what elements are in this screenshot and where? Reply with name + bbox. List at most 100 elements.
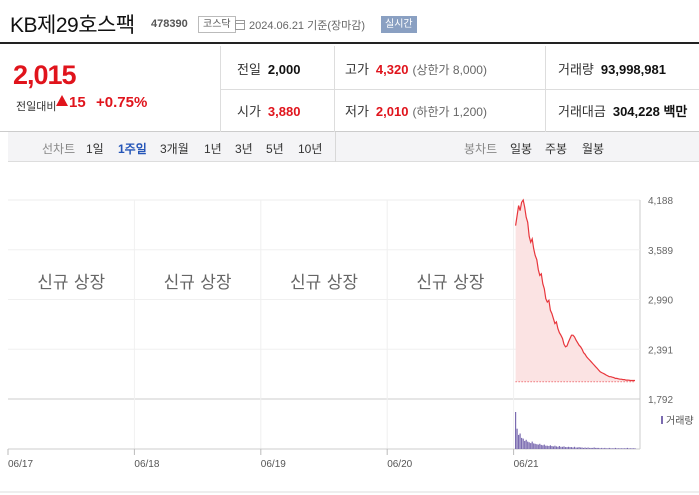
volume-bar <box>528 442 530 449</box>
volume-bar <box>542 445 544 449</box>
as-of-date: 2024.06.21 기준(장마감) <box>249 20 366 32</box>
volume-legend-swatch <box>661 416 663 424</box>
prev-close-stat: 전일 2,000 <box>237 59 300 78</box>
volume-bar <box>602 448 604 449</box>
price-chart[interactable]: 4,188 3,589 2,990 2,391 1,792 신규 상장 신규 상장 신규 상장… <box>0 190 699 495</box>
volume-bar <box>549 445 551 449</box>
x-tick-label: 06/20 <box>387 459 412 470</box>
volume-bar <box>527 441 529 449</box>
prev-close-label: 전일 <box>237 62 261 77</box>
volume-bar <box>583 447 585 449</box>
candle-monthly[interactable]: 월봉 <box>582 142 605 156</box>
volume-bar <box>622 448 624 449</box>
volume-bar <box>558 446 560 449</box>
volume-bar <box>530 443 532 449</box>
volume-stat: 거래량 93,998,981 <box>558 59 666 78</box>
low-label: 저가 <box>345 104 369 119</box>
current-price: 2,015 <box>13 60 77 90</box>
period-1y[interactable]: 1년 <box>204 142 222 156</box>
divider <box>335 132 336 162</box>
high-label: 고가 <box>345 62 369 77</box>
volume-bar <box>634 448 636 449</box>
high-value: 4,320 <box>375 62 409 77</box>
volume-bar <box>570 447 573 449</box>
period-1w[interactable]: 1주일 <box>118 142 147 156</box>
y-tick-label: 3,589 <box>648 246 673 257</box>
period-3m[interactable]: 3개월 <box>160 142 189 156</box>
y-tick-label: 1,792 <box>648 395 673 406</box>
open-stat: 시가 3,880 <box>237 101 300 120</box>
volume-bar <box>619 448 621 449</box>
period-1d[interactable]: 1일 <box>86 142 104 156</box>
candle-weekly[interactable]: 주봉 <box>545 142 568 156</box>
volume-bar <box>519 433 521 449</box>
volume-bar <box>572 447 574 449</box>
volume-bar <box>569 447 571 449</box>
volume-bar <box>518 434 520 449</box>
amount-value: 304,228 백만 <box>612 104 688 119</box>
new-listing-label: 신규 상장 <box>164 273 232 293</box>
volume-bar <box>516 428 518 450</box>
volume-bar <box>524 440 526 449</box>
volume-bar <box>595 447 597 449</box>
volume-bar <box>587 447 589 449</box>
volume-bar <box>632 448 635 449</box>
open-value: 3,880 <box>267 104 301 119</box>
volume-bar <box>598 447 600 449</box>
volume-bar <box>617 448 619 449</box>
low-value: 2,010 <box>375 104 409 119</box>
volume-bar <box>563 446 565 449</box>
period-10y[interactable]: 10년 <box>298 142 323 156</box>
realtime-button[interactable]: 실시간 <box>381 16 417 33</box>
period-3y[interactable]: 3년 <box>235 142 253 156</box>
market-badge: 코스닥 <box>198 16 236 33</box>
volume-bar <box>539 443 541 449</box>
volume-bar <box>561 446 564 449</box>
volume-bar <box>611 448 613 449</box>
x-tick-label: 06/21 <box>514 459 539 470</box>
volume-bar <box>564 447 567 449</box>
volume-bar <box>592 447 594 449</box>
period-5y[interactable]: 5년 <box>266 142 284 156</box>
volume-bar <box>629 448 632 449</box>
volume-bar <box>525 439 527 450</box>
volume-bar <box>578 447 580 449</box>
divider <box>220 89 699 90</box>
x-tick-label: 06/19 <box>261 459 286 470</box>
volume-bar <box>551 446 553 449</box>
volume-bar <box>534 443 536 449</box>
price-line <box>515 198 635 382</box>
volume-bar <box>533 443 535 449</box>
volume-bar <box>614 447 616 449</box>
y-tick-label: 2,990 <box>648 296 673 307</box>
line-chart-label: 선차트 <box>42 142 76 156</box>
volume-bar <box>575 447 577 449</box>
volume-bar <box>601 447 603 449</box>
stock-name: KB제29호스팩 <box>10 14 135 37</box>
volume-bar <box>599 448 601 449</box>
volume-bar <box>604 447 606 449</box>
prev-close-value: 2,000 <box>267 62 301 77</box>
volume-bar <box>552 446 554 449</box>
volume-bar <box>546 445 548 449</box>
volume-bar <box>593 447 595 449</box>
new-listing-label: 신규 상장 <box>290 273 358 293</box>
calendar-icon <box>235 20 245 30</box>
volume-bar <box>537 444 539 449</box>
x-tick-label: 06/17 <box>8 459 33 470</box>
volume-bar <box>584 447 586 449</box>
volume-bar <box>573 446 576 449</box>
volume-bar <box>557 446 559 449</box>
stock-code: 478390 <box>151 18 188 30</box>
volume-bar <box>522 438 524 449</box>
upper-limit: (상한가 8,000) <box>412 63 487 77</box>
volume-bar <box>607 448 609 449</box>
volume-bar <box>620 448 622 449</box>
x-tick-label: 06/18 <box>134 459 159 470</box>
price-area-fill <box>515 200 635 382</box>
volume-bar <box>613 448 615 449</box>
amount-label: 거래대금 <box>558 104 606 119</box>
volume-bar <box>531 441 533 449</box>
volume-bar <box>543 444 545 449</box>
candle-daily[interactable]: 일봉 <box>510 142 533 156</box>
